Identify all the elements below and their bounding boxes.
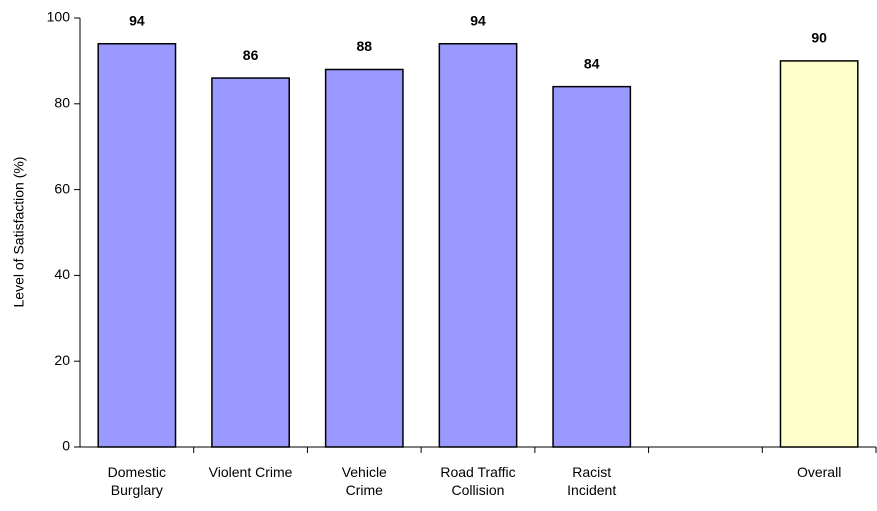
- bar: [552, 85, 632, 448]
- value-label: 94: [129, 12, 145, 28]
- y-axis-label: Level of Satisfaction (%): [11, 157, 27, 308]
- bar: [97, 42, 177, 448]
- value-label: 94: [470, 12, 486, 28]
- value-label: 88: [356, 38, 372, 54]
- value-label: 84: [584, 55, 600, 71]
- value-label: 86: [243, 47, 259, 63]
- y-tick-label: 80: [54, 95, 70, 111]
- x-tick-label: Vehicle Crime: [341, 464, 387, 498]
- y-tick-label: 20: [54, 352, 70, 368]
- bar: [211, 77, 290, 448]
- y-tick-label: 40: [54, 266, 70, 282]
- y-tick-label: 100: [47, 9, 71, 25]
- x-tick-label: Overall: [796, 464, 842, 480]
- x-tick-label: Racist Incident: [567, 464, 617, 498]
- bar: [438, 42, 518, 448]
- bar: [324, 68, 404, 448]
- x-tick-label: Violent Crime: [208, 464, 293, 480]
- value-label: 90: [811, 30, 827, 46]
- y-tick-label: 60: [54, 180, 70, 196]
- x-tick-label: Road Traffic Collision: [440, 464, 516, 498]
- y-tick-label: 0: [62, 438, 70, 454]
- x-tick-label: Domestic Burglary: [107, 464, 167, 498]
- bar: [779, 60, 859, 448]
